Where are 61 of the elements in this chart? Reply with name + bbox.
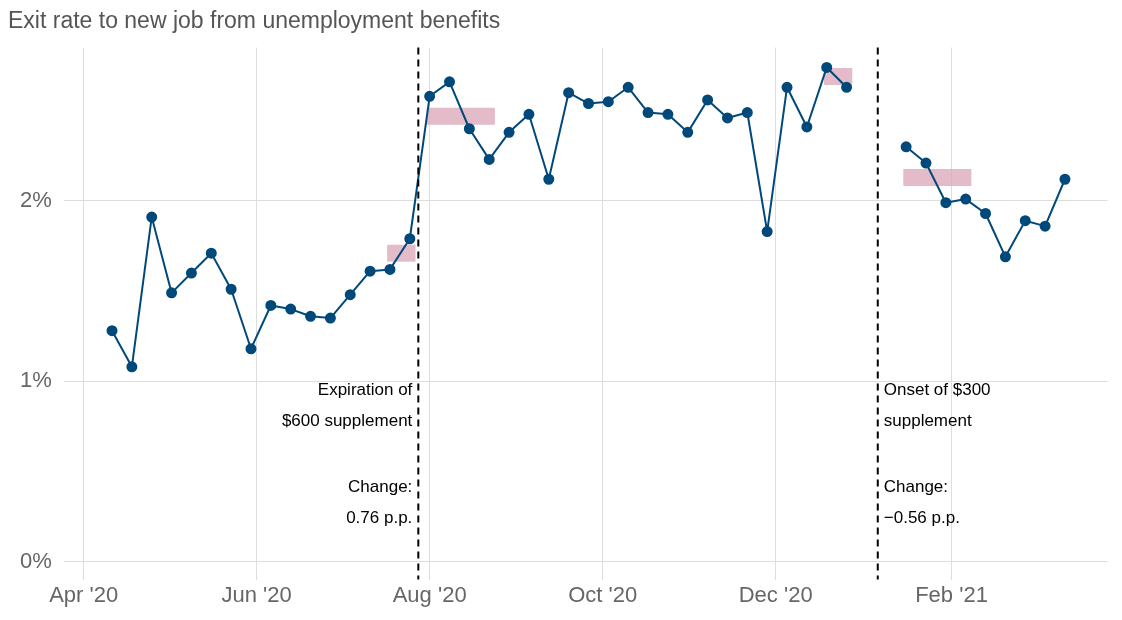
x-tick-label: Apr '20 bbox=[49, 581, 119, 607]
point bbox=[563, 87, 575, 99]
point bbox=[146, 211, 158, 223]
x-tick-label: Dec '20 bbox=[738, 581, 813, 607]
point bbox=[463, 123, 475, 135]
point bbox=[999, 251, 1011, 263]
point bbox=[106, 325, 118, 337]
point bbox=[761, 226, 773, 238]
point bbox=[384, 263, 396, 275]
ref-line-label: Expiration of $600 supplement bbox=[281, 379, 413, 430]
point bbox=[662, 108, 674, 120]
point bbox=[841, 81, 853, 93]
point bbox=[721, 112, 733, 124]
point bbox=[305, 310, 317, 322]
point bbox=[166, 287, 178, 299]
point bbox=[1019, 215, 1031, 227]
chart-title: Exit rate to new job from unemployment benefits bbox=[8, 7, 501, 34]
annotation: Change: 0.76 p.p. bbox=[346, 477, 413, 528]
point bbox=[245, 343, 257, 355]
point bbox=[1039, 220, 1051, 232]
point bbox=[424, 90, 436, 102]
point bbox=[622, 81, 634, 93]
point bbox=[602, 96, 614, 108]
point bbox=[1059, 173, 1071, 185]
point bbox=[205, 247, 217, 259]
x-tick-label: Aug '20 bbox=[392, 581, 467, 607]
x-tick-label: Feb '21 bbox=[915, 581, 988, 607]
point bbox=[225, 283, 237, 295]
point bbox=[126, 361, 138, 373]
point bbox=[920, 157, 932, 169]
annotation: Change: −0.56 p.p. bbox=[883, 477, 960, 528]
point bbox=[940, 197, 952, 209]
point bbox=[444, 76, 456, 88]
y-tick-label: 1% bbox=[20, 367, 52, 393]
point bbox=[741, 107, 753, 119]
point bbox=[543, 173, 555, 185]
point bbox=[185, 267, 197, 279]
y-tick-label: 2% bbox=[20, 186, 52, 212]
point bbox=[324, 312, 336, 324]
x-tick-label: Jun '20 bbox=[221, 581, 292, 607]
x-tick-label: Oct '20 bbox=[568, 581, 638, 607]
point bbox=[702, 94, 714, 106]
point bbox=[642, 107, 654, 119]
point bbox=[404, 233, 416, 245]
point bbox=[483, 153, 495, 165]
point bbox=[523, 108, 535, 120]
point bbox=[801, 121, 813, 133]
point bbox=[344, 289, 356, 301]
point bbox=[285, 303, 297, 315]
point bbox=[821, 61, 833, 73]
point bbox=[265, 299, 277, 311]
point bbox=[682, 126, 694, 138]
ref-line-label: Onset of $300 supplement bbox=[883, 379, 991, 430]
point bbox=[900, 141, 912, 153]
point bbox=[364, 265, 376, 277]
point bbox=[582, 98, 594, 110]
point bbox=[781, 81, 793, 93]
point bbox=[980, 208, 992, 220]
point bbox=[960, 193, 972, 205]
y-tick-label: 0% bbox=[20, 547, 52, 573]
point bbox=[503, 126, 515, 138]
